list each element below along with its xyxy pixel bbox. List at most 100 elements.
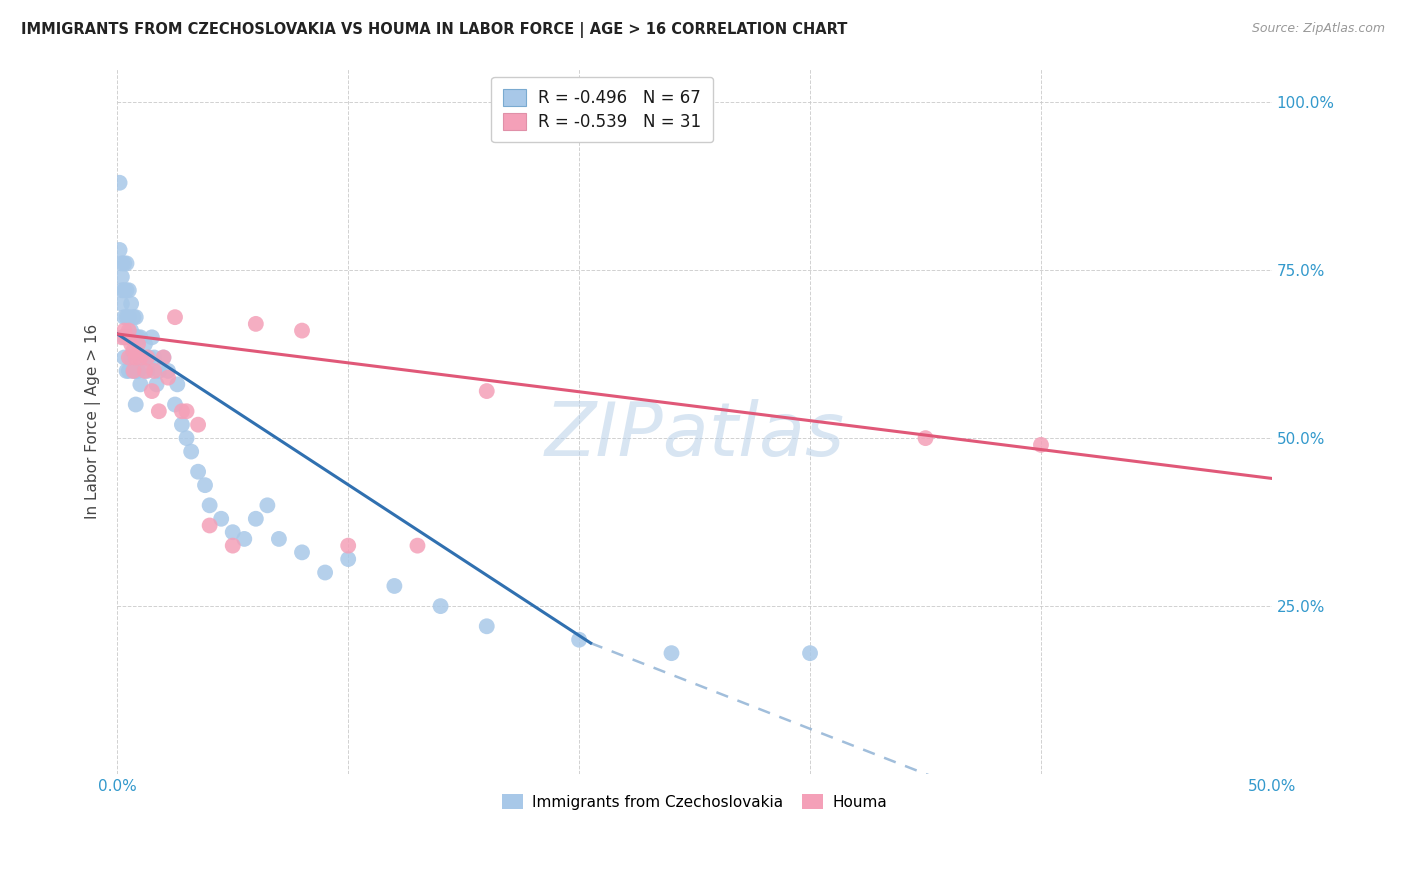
Point [406,539,429,553]
Point [143,351,166,365]
Text: ZIPatlas: ZIPatlas [544,400,845,472]
Point [125,351,148,365]
Point [170,404,193,418]
Point [475,384,498,398]
Point [129,330,152,344]
Point [129,351,152,365]
Point [115,256,138,270]
Point [112,283,135,297]
Point [799,646,821,660]
Point [914,431,936,445]
Point [111,296,134,310]
Point [291,545,314,559]
Point [141,330,163,344]
Point [127,337,149,351]
Point [122,310,145,325]
Y-axis label: In Labor Force | Age > 16: In Labor Force | Age > 16 [86,324,101,519]
Point [233,532,256,546]
Point [108,243,131,257]
Point [166,377,188,392]
Point [120,324,142,338]
Point [111,269,134,284]
Point [337,552,360,566]
Point [187,417,209,432]
Point [112,330,135,344]
Point [120,337,142,351]
Point [115,330,138,344]
Point [152,351,174,365]
Point [111,330,134,344]
Point [314,566,336,580]
Point [115,330,138,344]
Point [118,283,141,297]
Point [129,377,152,392]
Point [122,364,145,378]
Point [136,364,159,378]
Point [138,351,160,365]
Point [1029,438,1052,452]
Point [429,599,451,614]
Point [122,343,145,358]
Point [245,317,267,331]
Point [134,337,156,351]
Point [115,364,138,378]
Point [187,465,209,479]
Point [136,351,159,365]
Point [111,283,134,297]
Point [115,283,138,297]
Point [143,364,166,378]
Point [176,431,198,445]
Point [118,330,141,344]
Point [194,478,217,492]
Point [256,499,278,513]
Point [118,351,141,365]
Point [115,310,138,325]
Point [661,646,683,660]
Point [157,364,180,378]
Point [209,512,232,526]
Point [148,364,170,378]
Point [475,619,498,633]
Point [568,632,591,647]
Point [198,518,221,533]
Point [134,364,156,378]
Point [122,330,145,344]
Point [125,310,148,325]
Point [118,310,141,325]
Point [120,296,142,310]
Point [337,539,360,553]
Point [112,324,135,338]
Point [152,351,174,365]
Point [157,370,180,384]
Point [267,532,290,546]
Point [222,525,245,540]
Point [125,330,148,344]
Point [111,256,134,270]
Point [120,351,142,365]
Point [141,384,163,398]
Point [176,404,198,418]
Point [108,176,131,190]
Point [198,499,221,513]
Point [125,364,148,378]
Point [112,351,135,365]
Point [127,330,149,344]
Point [291,324,314,338]
Point [245,512,267,526]
Point [112,256,135,270]
Point [170,417,193,432]
Point [148,404,170,418]
Point [122,364,145,378]
Point [180,444,202,458]
Text: IMMIGRANTS FROM CZECHOSLOVAKIA VS HOUMA IN LABOR FORCE | AGE > 16 CORRELATION CH: IMMIGRANTS FROM CZECHOSLOVAKIA VS HOUMA … [21,22,848,38]
Legend: Immigrants from Czechoslovakia, Houma: Immigrants from Czechoslovakia, Houma [496,789,893,816]
Point [112,310,135,325]
Point [163,310,186,325]
Point [118,364,141,378]
Point [163,397,186,411]
Point [125,397,148,411]
Point [145,377,167,392]
Point [118,324,141,338]
Point [127,364,149,378]
Text: Source: ZipAtlas.com: Source: ZipAtlas.com [1251,22,1385,36]
